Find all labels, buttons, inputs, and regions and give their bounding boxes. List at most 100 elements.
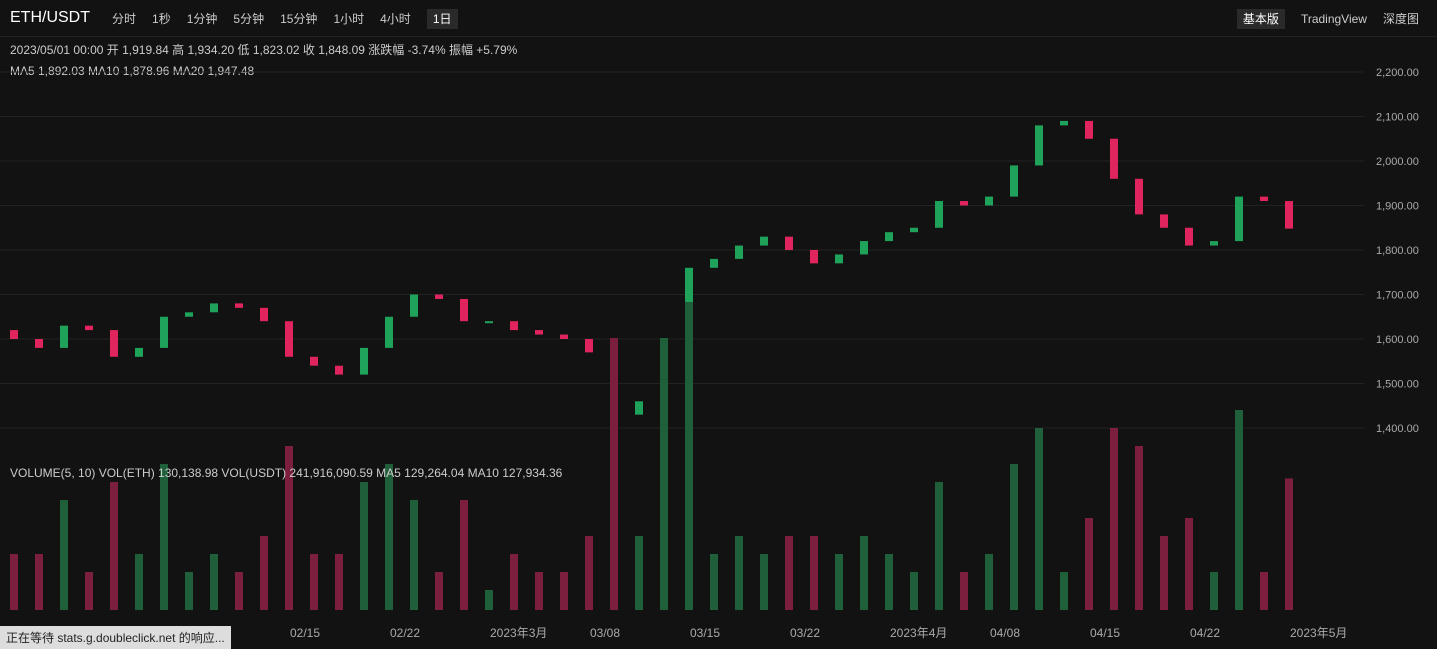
interval-5[interactable]: 1小时 [333,11,365,26]
volume-bar [1085,518,1093,610]
volume-bar [1160,536,1168,610]
candle [1260,196,1268,202]
symbol: ETH/USDT [10,9,90,26]
candle [635,401,643,415]
volume-bar [685,302,693,610]
candle [310,356,318,366]
x-tick: 04/22 [1190,626,1220,640]
candle [735,245,743,259]
candle [785,236,793,250]
volume-bar [60,500,68,610]
volume-bar [260,536,268,610]
interval-0[interactable]: 分时 [112,11,137,26]
candle [410,294,418,317]
candle [110,330,118,357]
y-tick: 1,600.00 [1376,334,1419,346]
volume-bar [85,572,93,610]
volume-bar [185,572,193,610]
interval-3[interactable]: 5分钟 [233,11,265,26]
volume-bar [735,536,743,610]
candle [460,298,468,322]
candle [1010,165,1018,197]
x-tick: 2023年4月 [890,626,947,640]
candle [910,227,918,233]
volume-bar [535,572,543,610]
interval-1[interactable]: 1秒 [152,11,171,26]
volume-bar [1135,446,1143,610]
x-tick: 03/15 [690,626,720,640]
candle [260,307,268,322]
candle [60,325,68,348]
volume-bar [935,482,943,610]
volume-bar [210,554,218,610]
volume-bar [1210,572,1218,610]
volume-bar [910,572,918,610]
x-tick: 2023年3月 [490,626,547,640]
volume-bar [1035,428,1043,610]
volume-bar [160,464,168,610]
x-tick: 02/15 [290,626,320,640]
volume-bar [760,554,768,610]
volume-bar [385,464,393,610]
volume-bar [335,554,343,610]
candle [1135,178,1143,215]
chart[interactable]: 1,400.00 1,500.00 1,600.00 1,700.00 1,800.00… [0,40,1437,649]
candle [85,325,93,331]
volume-bar [635,536,643,610]
volume-bar [460,500,468,610]
view-2[interactable]: 深度图 [1382,11,1419,26]
x-tick: 03/22 [790,626,820,640]
y-tick: 1,700.00 [1376,290,1419,302]
y-tick: 1,900.00 [1376,201,1419,213]
candle [285,321,293,357]
candle [510,321,518,331]
volume-bar [1060,572,1068,610]
volume-bar [235,572,243,610]
ohlc-info: 2023/05/01 00:00 开 1,919.84 高 1,934.20 低… [10,43,518,57]
candle [435,294,443,299]
candle [560,334,568,339]
volume-bar [860,536,868,610]
candle [985,196,993,206]
candle [1210,241,1218,246]
volume-bar [1185,518,1193,610]
candle [1110,138,1118,179]
ma-info: MA5 1,892.03 MA10 1,878.96 MA20 1,947.48 [10,64,255,78]
volume-bar [885,554,893,610]
y-tick: 2,000.00 [1376,156,1419,168]
volume-bar [360,482,368,610]
y-tick: 1,400.00 [1376,423,1419,435]
candle [335,365,343,375]
volume-bar [1260,572,1268,610]
candle [1185,227,1193,246]
candle [485,321,493,324]
interval-4[interactable]: 15分钟 [280,11,318,26]
interval-6[interactable]: 4小时 [380,11,411,26]
view-1[interactable]: TradingView [1300,11,1367,26]
candle [360,347,368,375]
candle [210,303,218,313]
volume-bar [10,554,18,610]
interval-7[interactable]: 1日 [426,8,458,29]
candle [535,330,543,335]
candle [1035,125,1043,166]
candle [35,339,43,348]
volume-bar [110,482,118,610]
volume-bar [835,554,843,610]
x-tick: 02/22 [390,626,420,640]
volume-bar [710,554,718,610]
volume-bar [1010,464,1018,610]
candle [385,316,393,348]
candle [160,316,168,348]
interval-2[interactable]: 1分钟 [186,11,218,26]
volume-bar [660,338,668,610]
volume-bar [560,572,568,610]
candle [860,241,868,255]
volume-info: VOLUME(5, 10) VOL(ETH) 130,138.98 VOL(US… [10,466,563,480]
volume-bar [1110,428,1118,610]
y-tick: 1,800.00 [1376,245,1419,257]
volume-bar [510,554,518,610]
candle [810,250,818,264]
candle [1085,120,1093,139]
view-0[interactable]: 基本版 [1236,8,1285,29]
